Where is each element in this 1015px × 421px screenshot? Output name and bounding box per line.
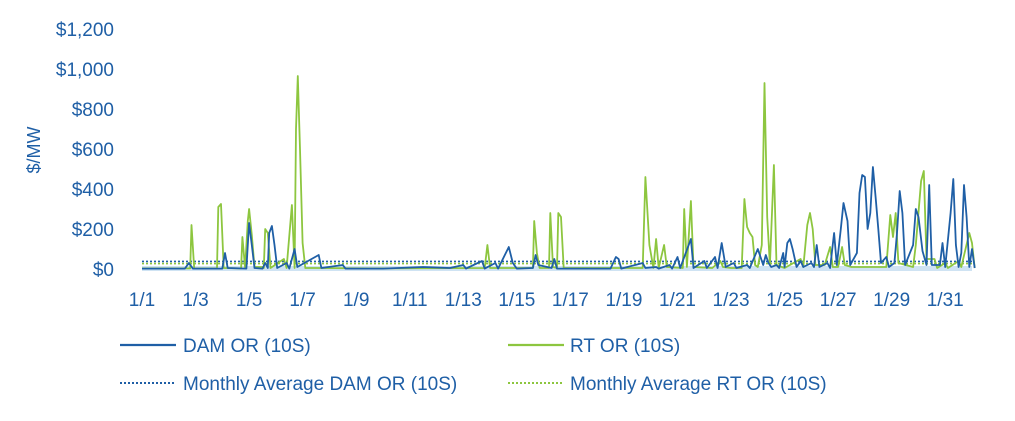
x-tick-label: 1/11 <box>392 290 428 311</box>
y-tick-label: $800 <box>72 100 114 121</box>
plot-area <box>142 75 976 271</box>
series-rt-line <box>142 75 976 270</box>
x-tick-label: 1/21 <box>659 290 696 311</box>
legend-label-dam: DAM OR (10S) <box>183 336 311 357</box>
x-tick-label: 1/17 <box>552 290 589 311</box>
legend-label-dam-avg: Monthly Average DAM OR (10S) <box>183 374 457 395</box>
series-dam-line <box>142 166 976 270</box>
y-tick-label: $1,000 <box>56 60 114 81</box>
x-tick-label: 1/5 <box>236 290 262 311</box>
x-tick-label: 1/9 <box>343 290 369 311</box>
x-tick-label: 1/15 <box>498 290 535 311</box>
y-tick-label: $200 <box>72 220 114 241</box>
x-tick-label: 1/31 <box>927 290 964 311</box>
y-tick-label: $0 <box>93 260 114 281</box>
legend-label-rt: RT OR (10S) <box>570 336 680 357</box>
x-tick-label: 1/25 <box>766 290 803 311</box>
legend-label-rt-avg: Monthly Average RT OR (10S) <box>570 374 827 395</box>
y-tick-label: $400 <box>72 180 114 201</box>
x-axis-ticks: 1/1 1/3 1/5 1/7 1/9 1/11 1/13 1/15 1/17 1/19 1/21 1… <box>129 290 964 311</box>
x-tick-label: 1/29 <box>873 290 910 311</box>
x-tick-label: 1/3 <box>182 290 208 311</box>
legend: DAM OR (10S) RT OR (10S) Monthly Average… <box>120 336 827 395</box>
x-tick-label: 1/19 <box>605 290 642 311</box>
x-tick-label: 1/27 <box>820 290 857 311</box>
y-axis-ticks: $0 $200 $400 $600 $800 $1,000 $1,200 <box>56 20 114 281</box>
y-axis-label: $/MW <box>24 126 44 173</box>
y-tick-label: $1,200 <box>56 20 114 41</box>
x-tick-label: 1/23 <box>713 290 750 311</box>
x-tick-label: 1/1 <box>129 290 155 311</box>
y-tick-label: $600 <box>72 140 114 161</box>
x-tick-label: 1/7 <box>289 290 315 311</box>
x-tick-label: 1/13 <box>445 290 482 311</box>
